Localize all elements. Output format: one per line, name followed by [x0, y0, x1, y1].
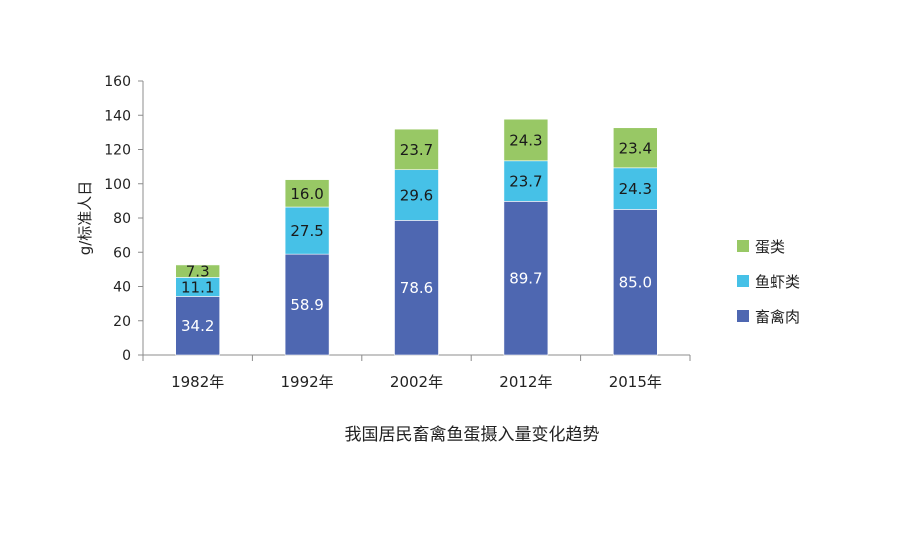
- bar-segment: [175, 296, 220, 356]
- data-label: 89.7: [509, 270, 542, 288]
- bar-segment: [503, 201, 549, 356]
- bar-segment: [503, 118, 549, 162]
- data-label: 34.2: [181, 317, 214, 335]
- data-label: 58.9: [290, 296, 323, 314]
- legend-swatch: [737, 240, 749, 252]
- data-labels: 34.2 58.9 78.6 89.7 85.0 11.1 27.5 29.6 23.7 24.3…: [181, 131, 652, 335]
- y-tick-label: 160: [104, 74, 131, 90]
- data-label: 78.6: [400, 279, 433, 297]
- bar-segment: [394, 220, 439, 356]
- legend-swatch: [737, 310, 749, 322]
- y-tick-label: 80: [113, 211, 131, 227]
- y-tick-label: 0: [122, 348, 131, 364]
- legend-swatch: [737, 275, 749, 287]
- y-tick-label: 60: [113, 245, 131, 261]
- x-tick-label: 2015年: [609, 373, 662, 391]
- bar-segment: [284, 206, 330, 255]
- data-label: 23.7: [509, 173, 542, 191]
- data-label: 7.3: [186, 263, 210, 281]
- legend-label: 鱼虾类: [755, 273, 800, 291]
- data-label: 23.4: [619, 139, 652, 157]
- y-axis-label: g/标准人日: [76, 181, 94, 256]
- data-label: 16.0: [290, 185, 323, 203]
- axes: 0 20 40 60 80 100 120 140 160 1982年 1992年 2002年 2012…: [104, 74, 691, 391]
- bar-segment: [284, 253, 330, 356]
- bar-segment: [394, 169, 439, 221]
- bar-segment: [175, 264, 220, 278]
- data-label: 24.3: [619, 180, 652, 198]
- bar-segment: [394, 128, 439, 171]
- y-tick-label: 140: [104, 108, 131, 124]
- bar-segment: [612, 167, 658, 210]
- y-tick-label: 20: [113, 314, 131, 330]
- data-label: 24.3: [509, 131, 542, 149]
- bar-segment: [503, 160, 549, 202]
- legend-label: 畜禽肉: [755, 308, 800, 326]
- legend-label: 蛋类: [755, 238, 785, 256]
- y-tick-label: 40: [113, 280, 131, 296]
- x-tick-label: 2012年: [499, 373, 552, 391]
- bar-segment: [284, 179, 330, 208]
- bar-segment: [612, 127, 658, 169]
- chart-title: 我国居民畜禽鱼蛋摄入量变化趋势: [345, 425, 600, 445]
- bars: [175, 118, 658, 356]
- data-label: 29.6: [400, 187, 433, 205]
- data-label: 27.5: [290, 222, 323, 240]
- x-tick-label: 1982年: [171, 373, 224, 391]
- x-tick-label: 1992年: [281, 373, 334, 391]
- y-tick-label: 100: [104, 177, 131, 193]
- data-label: 23.7: [400, 141, 433, 159]
- data-label: 85.0: [619, 274, 652, 292]
- x-tick-label: 2002年: [390, 373, 443, 391]
- data-label: 11.1: [181, 278, 214, 296]
- y-tick-label: 120: [104, 143, 131, 159]
